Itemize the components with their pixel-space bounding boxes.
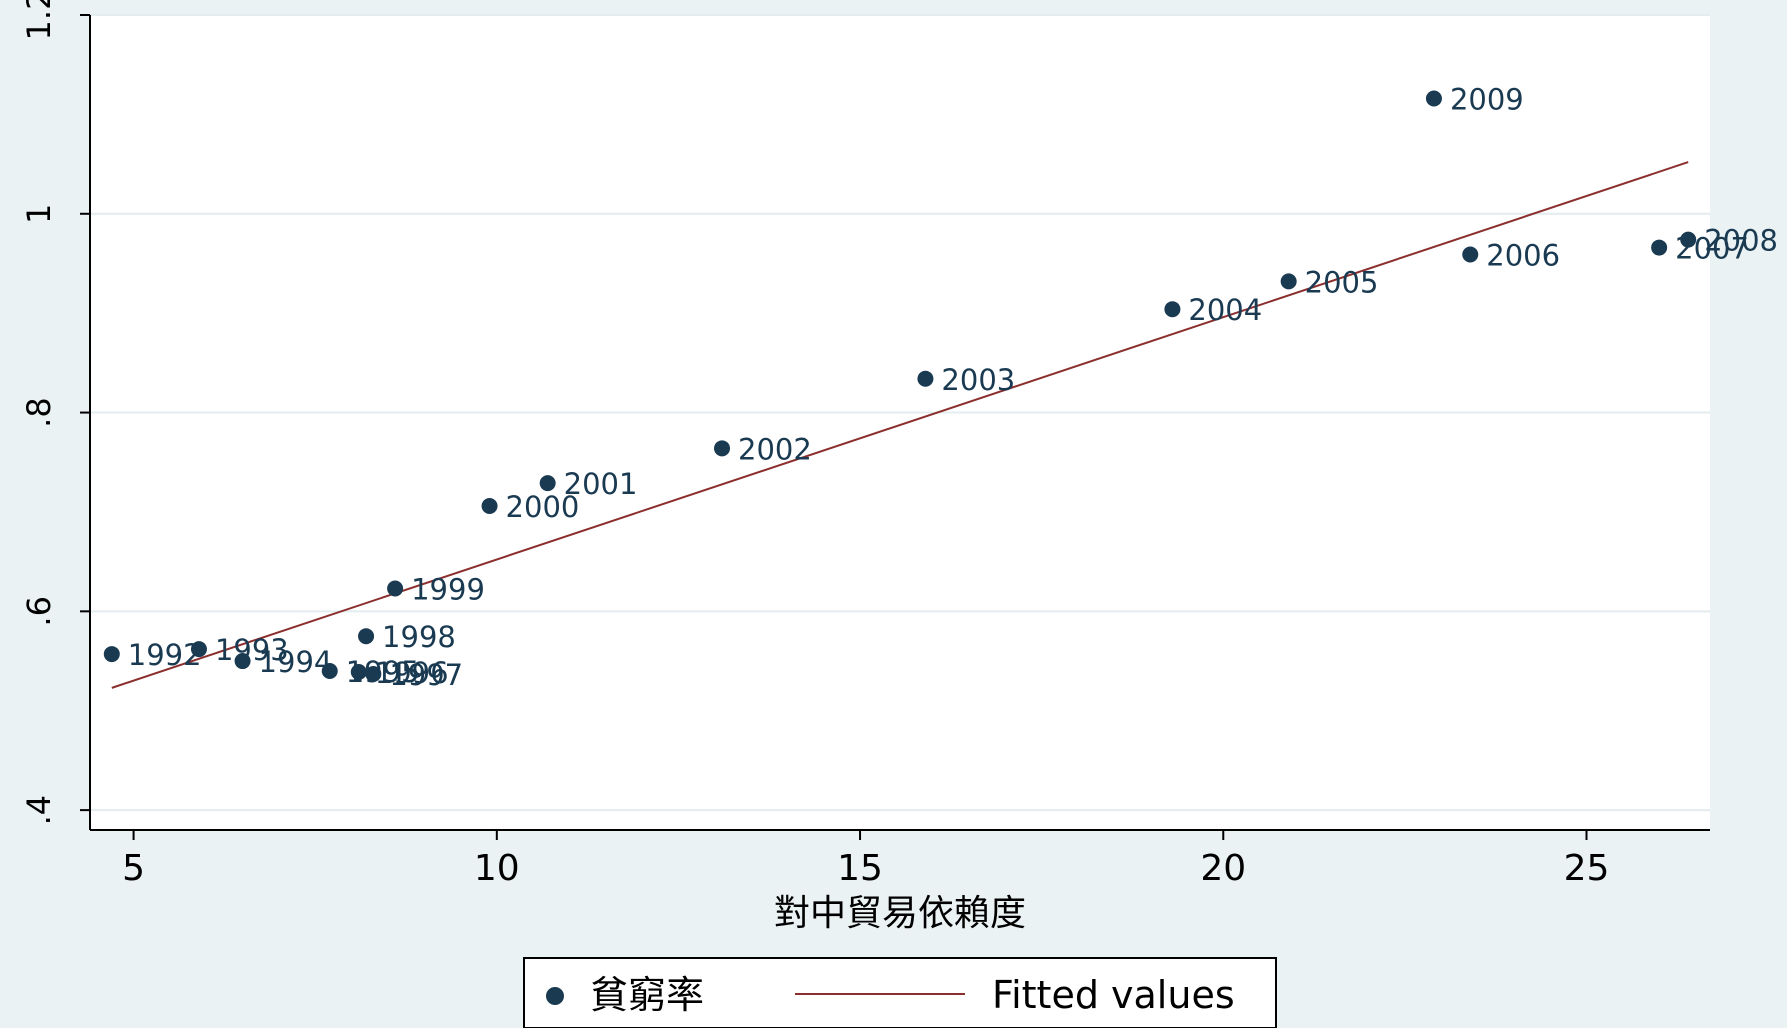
data-point-label: 2006 <box>1486 239 1560 273</box>
data-point-label: 1997 <box>389 658 463 692</box>
data-point <box>358 628 375 645</box>
legend-marker-poverty <box>546 987 564 1005</box>
data-point <box>714 440 731 457</box>
x-tick-label: 20 <box>1200 848 1246 889</box>
data-point <box>350 663 367 680</box>
data-point <box>481 497 498 514</box>
data-point-label: 2003 <box>941 363 1015 397</box>
data-point <box>1280 273 1297 290</box>
legend-label-poverty: 貧窮率 <box>590 973 704 1017</box>
data-point <box>917 370 934 387</box>
y-ticks: .4 .6 .8 1 1.2 <box>20 0 90 825</box>
data-point-label: 2009 <box>1450 82 1524 116</box>
data-point <box>387 580 404 597</box>
data-point <box>103 646 120 663</box>
data-point <box>365 665 382 682</box>
data-point-label: 2001 <box>564 467 638 501</box>
data-point-label: 1999 <box>411 572 485 606</box>
data-point <box>539 475 556 492</box>
y-tick-label: 1 <box>20 204 58 224</box>
axes <box>89 15 1710 831</box>
data-point-label: 2005 <box>1305 265 1379 299</box>
y-tick-label: .4 <box>20 795 58 826</box>
plot-area <box>90 15 1710 830</box>
data-point-label: 1994 <box>259 645 333 679</box>
y-tick-label: .6 <box>20 596 58 627</box>
x-tick-label: 15 <box>837 848 883 889</box>
data-point-label: 1996 <box>375 656 449 690</box>
data-point-label: 2000 <box>506 490 580 524</box>
data-point <box>1425 90 1442 107</box>
data-point <box>1164 301 1181 318</box>
x-tick-label: 25 <box>1564 848 1610 889</box>
legend: 貧窮率 Fitted values <box>523 957 1277 1028</box>
grid-lines <box>90 14 1710 812</box>
data-point-label: 1992 <box>128 638 202 672</box>
data-point-label: 2008 <box>1704 224 1778 258</box>
x-axis-title: 對中貿易依賴度 <box>774 893 1026 934</box>
data-point <box>1651 239 1668 256</box>
y-tick-label: .8 <box>20 397 58 428</box>
data-point <box>321 662 338 679</box>
legend-label-fitted: Fitted values <box>992 973 1235 1017</box>
x-tick-label: 5 <box>122 848 145 889</box>
data-point-label: 1993 <box>215 633 289 667</box>
data-point-label: 2002 <box>738 432 812 466</box>
data-point <box>1462 246 1479 263</box>
data-point-label: 2004 <box>1188 293 1262 327</box>
y-tick-label: 1.2 <box>20 0 58 40</box>
fitted-line <box>111 161 1689 689</box>
x-tick-label: 10 <box>474 848 520 889</box>
data-point-label: 1998 <box>382 620 456 654</box>
data-point <box>1680 231 1697 248</box>
x-ticks: 5 10 15 20 25 <box>122 830 1609 889</box>
fitted-line-layer <box>111 161 1689 689</box>
data-point <box>190 641 207 658</box>
data-point <box>234 653 251 670</box>
